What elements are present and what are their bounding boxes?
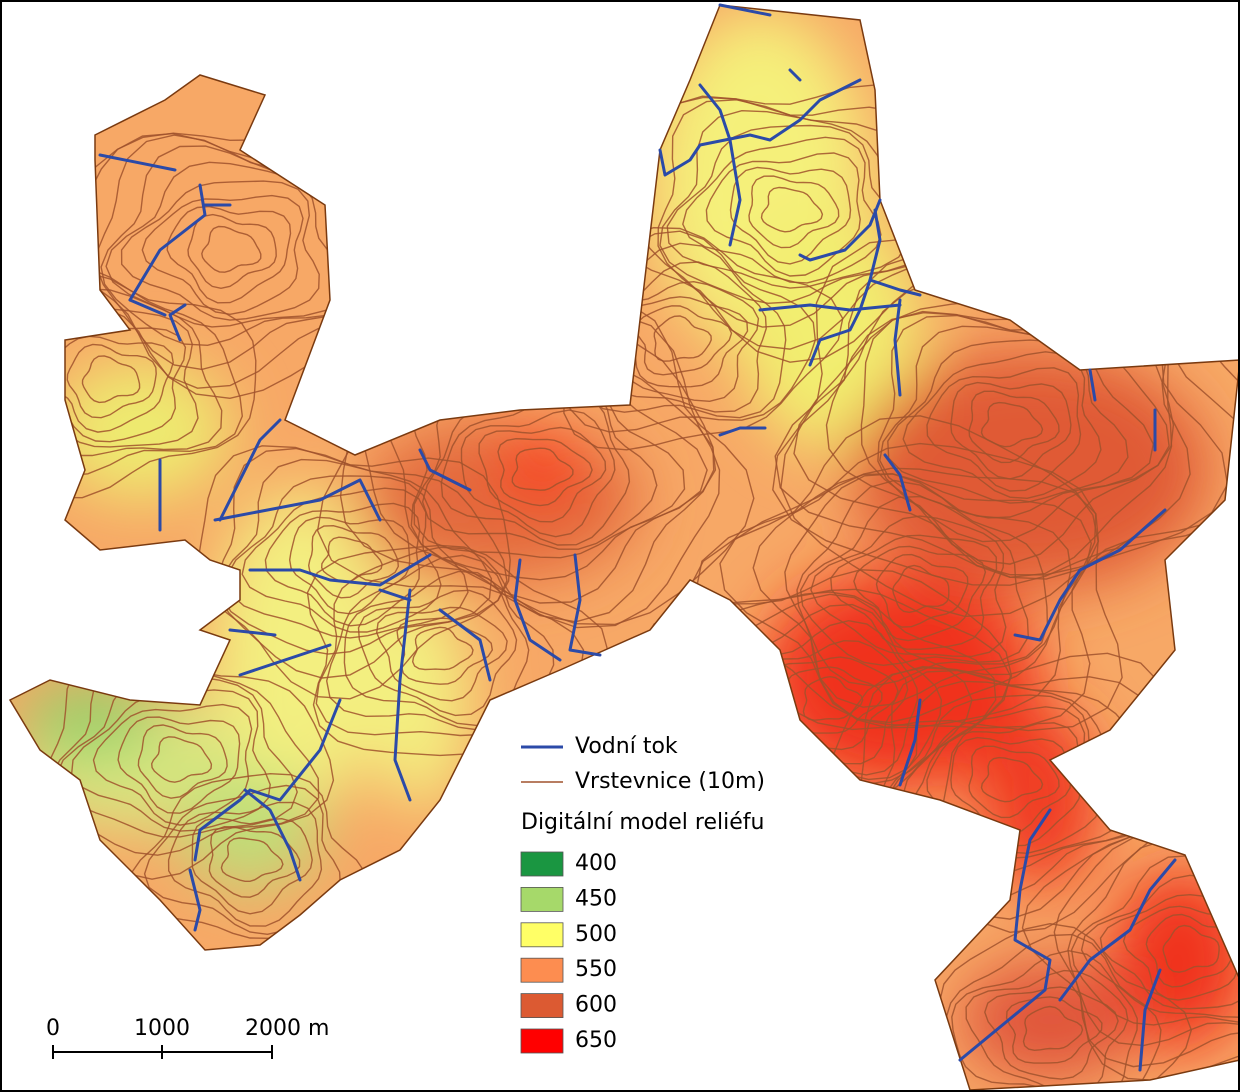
contour-line: [980, 401, 1044, 448]
contour-line: [191, 817, 313, 915]
contour-line: [682, 136, 882, 284]
contour-line: [705, 152, 861, 277]
contour-line: [10, 288, 223, 457]
legend-swatch: [520, 957, 564, 983]
contour-line: [208, 825, 301, 898]
contour-line: [1053, 833, 1240, 1068]
contour-line: [926, 722, 1082, 847]
legend-label: 500: [575, 922, 617, 947]
contour-line: [951, 949, 1138, 1090]
contour-line: [968, 745, 1060, 819]
contour-line: [926, 367, 1082, 492]
contour-line: [511, 447, 574, 491]
contour-line: [950, 736, 1072, 835]
scale-label: 1000: [134, 1016, 190, 1041]
contour-line: [1067, 839, 1240, 1047]
contour-line: [1070, 854, 1240, 1026]
contour-line: [120, 180, 320, 321]
contour-line: [460, 409, 616, 538]
legend-label: 650: [575, 1028, 617, 1053]
scale-label: 0: [46, 1016, 60, 1041]
rivers: [98, 3, 1177, 1072]
contour-line: [264, 502, 421, 627]
contour-line: [10, 271, 244, 477]
contour-line: [799, 495, 1030, 667]
contour-line: [659, 109, 934, 305]
legend-swatch: [520, 922, 564, 948]
legend: Vodní tok Vrstevnice (10m) Digitální model…: [520, 734, 765, 1054]
contour-line: [81, 355, 141, 404]
contour-line: [70, 689, 271, 832]
contour-line: [92, 703, 253, 826]
legend-label: 450: [575, 886, 617, 911]
contour-line: [875, 553, 969, 628]
contour-line: [316, 294, 755, 626]
contour-line: [635, 305, 733, 376]
contour-line: [729, 166, 852, 265]
contour-line: [892, 564, 950, 614]
contour-line: [141, 194, 304, 316]
contour-line: [748, 175, 840, 249]
contour-line: [784, 473, 1072, 708]
legend-label: Vrstevnice (10m): [575, 769, 765, 794]
scale-bar: 0 1000 2000 m: [46, 1016, 329, 1059]
legend-swatch: [520, 851, 564, 877]
contour-line: [760, 186, 824, 233]
contour-line: [719, 467, 1100, 729]
legend-swatch: [520, 887, 564, 912]
contour-line: [50, 656, 320, 856]
legend-swatch: [520, 1028, 564, 1054]
contour-line: [796, 479, 1049, 687]
legend-label: 400: [575, 851, 617, 876]
contour-line: [357, 589, 518, 717]
contour-line: [241, 487, 442, 633]
contour-line: [225, 475, 469, 639]
contour-line: [166, 205, 292, 304]
contour-line: [657, 99, 950, 328]
contour-line: [150, 736, 213, 783]
contour-line: [339, 312, 721, 629]
contour-line: [167, 801, 323, 927]
contour-line: [117, 716, 241, 814]
contour-line: [968, 390, 1060, 464]
legend-swatch: [520, 993, 564, 1018]
contour-line: [66, 343, 157, 419]
contour-line: [980, 756, 1044, 803]
contour-line: [375, 606, 508, 702]
contour-line: [201, 225, 262, 273]
contour-line: [1022, 1005, 1084, 1052]
contour-line: [220, 837, 284, 882]
contour-line: [877, 669, 1170, 898]
contour-line: [10, 263, 257, 499]
contour-line: [666, 124, 909, 289]
contour-line: [137, 724, 228, 799]
contour-line: [497, 437, 593, 507]
contour-line: [802, 675, 864, 721]
contour-line: [1145, 913, 1240, 988]
contour-line: [887, 694, 1129, 859]
contour-line: [10, 308, 199, 448]
contour-line: [902, 706, 1102, 855]
legend-label: 550: [575, 957, 617, 982]
contour-line: [187, 213, 277, 290]
contour-line: [653, 315, 712, 362]
legend-label: 600: [575, 993, 617, 1018]
legend-label: Vodní tok: [575, 734, 678, 759]
contour-line: [219, 458, 493, 655]
scale-label: 2000 m: [245, 1016, 329, 1041]
legend-title: Digitální model reliéfu: [521, 810, 764, 835]
contour-line: [411, 626, 474, 671]
contour-line: [1005, 996, 1103, 1064]
contour-line: [810, 515, 1007, 658]
contour-line: [950, 381, 1072, 480]
contour-line: [1162, 924, 1220, 973]
contour-line: [879, 680, 1155, 874]
